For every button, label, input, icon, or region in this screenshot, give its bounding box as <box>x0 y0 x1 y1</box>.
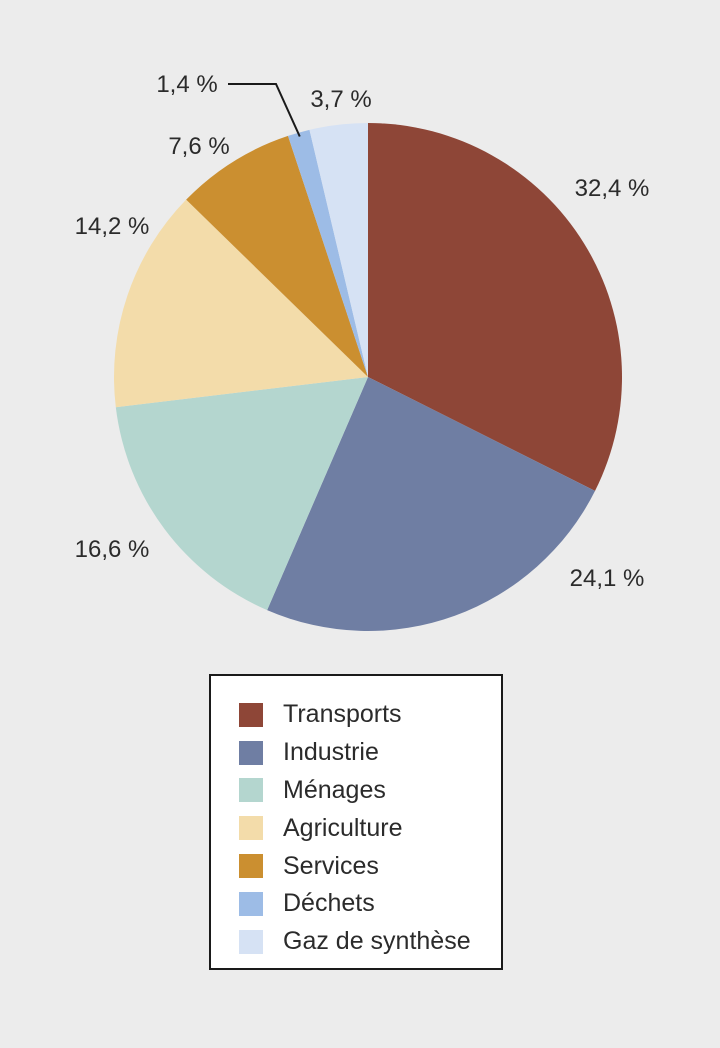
legend-swatch <box>239 929 263 954</box>
pie-slice-agriculture <box>114 199 368 408</box>
legend-item: Déchets <box>239 885 501 923</box>
pie-labels: 32,4 % 24,1 % 16,6 % 14,2 % 7,6 % 1,4 % 3,7 % <box>75 71 650 592</box>
legend-swatch <box>239 702 263 727</box>
legend-swatch <box>239 816 263 841</box>
legend-label: Industrie <box>283 738 379 767</box>
pie-slice-d-chets <box>287 129 368 377</box>
slice-data-label: 16,6 % <box>75 536 150 563</box>
legend-item: Ménages <box>239 772 501 810</box>
pie-slices <box>114 123 622 631</box>
legend-item: Services <box>239 847 501 885</box>
leader-line <box>228 83 301 137</box>
legend-label: Services <box>283 851 379 880</box>
legend: Transports Industrie Ménages Agriculture Ser… <box>209 674 503 970</box>
pie-slice-services <box>186 135 368 377</box>
legend-label: Agriculture <box>283 813 403 842</box>
legend-swatch <box>239 778 263 803</box>
slice-data-label: 14,2 % <box>75 213 150 240</box>
pie-slice-transports <box>368 123 622 491</box>
slice-data-label: 1,4 % <box>156 71 217 98</box>
pie-slice-gaz-de-synth-se <box>309 123 368 377</box>
legend-swatch <box>239 891 263 916</box>
legend-swatch <box>239 854 263 879</box>
legend-item: Gaz de synthèse <box>239 923 501 961</box>
legend-label: Déchets <box>283 889 375 918</box>
legend-item: Transports <box>239 696 501 734</box>
legend-label: Transports <box>283 700 402 729</box>
pie-slice-m-nages <box>115 377 368 611</box>
legend-label: Gaz de synthèse <box>283 927 471 956</box>
legend-swatch <box>239 740 263 765</box>
pie-chart: 32,4 % 24,1 % 16,6 % 14,2 % 7,6 % 1,4 % 3,7 % <box>75 71 650 631</box>
slice-data-label: 7,6 % <box>168 133 229 160</box>
legend-item: Agriculture <box>239 809 501 847</box>
slice-data-label: 32,4 % <box>575 175 650 202</box>
legend-label: Ménages <box>283 775 386 804</box>
legend-item: Industrie <box>239 734 501 772</box>
slice-data-label: 24,1 % <box>570 565 645 592</box>
pie-slice-industrie <box>267 377 596 631</box>
slice-data-label: 3,7 % <box>310 86 371 113</box>
